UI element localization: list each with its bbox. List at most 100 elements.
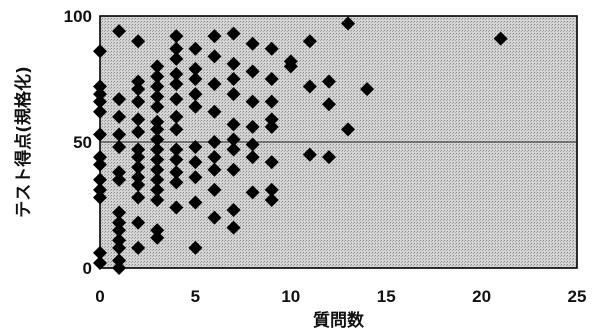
data-point-78: [188, 195, 203, 210]
data-point-35: [131, 160, 146, 175]
data-point-101: [245, 94, 260, 109]
data-point-83: [207, 104, 222, 119]
data-point-31: [131, 112, 146, 127]
data-point-79: [188, 240, 203, 255]
data-point-38: [131, 190, 146, 205]
data-point-32: [131, 124, 146, 139]
data-point-100: [245, 64, 260, 79]
data-point-24: [112, 240, 127, 255]
x-tick-label-0: 0: [95, 287, 104, 306]
data-point-2: [93, 87, 107, 102]
data-point-77: [188, 170, 203, 185]
data-point-106: [264, 41, 279, 56]
data-point-81: [207, 49, 222, 64]
data-point-93: [226, 117, 241, 132]
data-point-109: [264, 112, 279, 127]
data-point-57: [169, 29, 184, 44]
data-point-53: [150, 182, 165, 197]
data-point-104: [245, 150, 260, 165]
data-point-89: [226, 26, 241, 41]
data-point-65: [169, 142, 184, 157]
data-point-20: [112, 205, 127, 220]
data-point-103: [245, 137, 260, 152]
y-tick-label-0: 0: [83, 259, 92, 278]
data-point-54: [150, 192, 165, 207]
data-point-110: [264, 119, 279, 134]
data-point-86: [207, 162, 222, 177]
data-point-22: [112, 223, 127, 238]
data-point-42: [150, 69, 165, 84]
data-point-108: [264, 94, 279, 109]
data-point-61: [169, 77, 184, 92]
data-point-95: [226, 142, 241, 157]
data-point-28: [131, 74, 146, 89]
data-point-118: [302, 147, 317, 162]
data-point-16: [112, 127, 127, 142]
data-point-112: [264, 182, 279, 197]
data-point-76: [188, 155, 203, 170]
data-point-107: [264, 72, 279, 86]
data-point-7: [93, 157, 107, 172]
data-point-66: [169, 152, 184, 167]
data-point-67: [169, 165, 184, 180]
data-point-34: [131, 150, 146, 165]
data-point-13: [112, 24, 127, 39]
data-point-63: [169, 109, 184, 124]
data-point-88: [207, 210, 222, 225]
data-point-14: [112, 92, 127, 107]
data-point-105: [245, 185, 260, 200]
data-point-71: [188, 61, 203, 76]
data-point-6: [93, 150, 107, 165]
x-tick-labels: 0 5 10 15 20 25: [95, 287, 586, 306]
data-point-113: [264, 192, 279, 207]
data-point-0: [93, 44, 107, 59]
data-point-92: [226, 87, 241, 102]
data-point-85: [207, 150, 222, 165]
data-point-117: [302, 79, 317, 94]
data-point-87: [207, 182, 222, 197]
data-point-12: [93, 255, 107, 270]
data-point-15: [112, 109, 127, 124]
data-point-21: [112, 215, 127, 230]
data-point-4: [93, 104, 107, 119]
data-point-1: [93, 79, 107, 94]
data-points: [93, 16, 508, 275]
data-point-102: [245, 119, 260, 134]
data-point-55: [150, 223, 165, 238]
data-point-58: [169, 41, 184, 56]
data-point-3: [93, 94, 107, 109]
x-tick-label-2: 10: [281, 287, 300, 306]
data-point-70: [188, 41, 203, 56]
data-point-33: [131, 142, 146, 157]
data-point-64: [169, 122, 184, 137]
data-point-62: [169, 92, 184, 107]
data-point-37: [131, 177, 146, 192]
data-point-47: [150, 122, 165, 137]
data-point-52: [150, 172, 165, 187]
data-point-90: [226, 56, 241, 71]
data-point-44: [150, 89, 165, 104]
data-point-119: [321, 74, 336, 89]
data-point-48: [150, 132, 165, 147]
data-point-97: [226, 203, 241, 218]
data-point-39: [131, 215, 146, 230]
data-point-60: [169, 66, 184, 81]
x-tick-label-5: 25: [568, 287, 587, 306]
data-point-73: [188, 87, 203, 102]
data-point-69: [169, 200, 184, 215]
data-point-84: [207, 135, 222, 149]
data-point-68: [169, 175, 184, 190]
data-point-59: [169, 51, 184, 66]
data-point-75: [188, 140, 203, 155]
data-point-18: [112, 165, 127, 180]
y-tick-labels: 0 50 100: [64, 7, 92, 278]
data-point-91: [226, 72, 241, 86]
data-point-115: [283, 54, 298, 69]
data-point-43: [150, 79, 165, 94]
data-point-124: [360, 82, 375, 97]
data-point-23: [112, 233, 127, 248]
data-point-74: [188, 99, 203, 114]
data-point-45: [150, 99, 165, 114]
data-point-98: [226, 220, 241, 235]
